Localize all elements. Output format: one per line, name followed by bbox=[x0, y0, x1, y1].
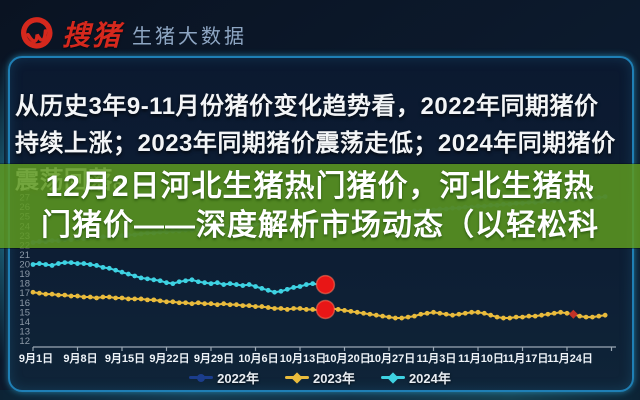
chart-legend: 2022年 2023年 2024年 bbox=[0, 368, 640, 387]
legend-marker-2023 bbox=[285, 371, 310, 384]
legend-item-2023: 2023年 bbox=[285, 368, 355, 387]
headline-line-1: 12月2日河北生猪热门猪价，河北生猪热 bbox=[45, 170, 595, 203]
legend-item-2024: 2024年 bbox=[380, 368, 451, 387]
headline-banner: 12月2日河北生猪热门猪价，河北生猪热 门猪价——深度解析市场动态（以轻松科 bbox=[0, 164, 640, 248]
intro-line-2: 持续上涨；2023年同期猪价震荡走低；2024年同期猪价 bbox=[15, 130, 616, 157]
legend-label-2022: 2022年 bbox=[217, 371, 260, 386]
legend-label-2024: 2024年 bbox=[408, 371, 451, 386]
legend-label-2023: 2023年 bbox=[313, 371, 355, 386]
souzhu-pig-logo-icon bbox=[21, 17, 53, 49]
intro-paragraph: 从历史3年9-11月份猪价变化趋势看，2022年同期猪价 持续上涨；2023年同… bbox=[15, 88, 629, 199]
legend-marker-2022 bbox=[189, 373, 214, 382]
brand-name: 搜猪 bbox=[62, 20, 123, 51]
intro-line-1: 从历史3年9-11月份猪价变化趋势看，2022年同期猪价 bbox=[15, 93, 599, 120]
legend-marker-2024 bbox=[380, 371, 405, 384]
brand-tagline: 生猪大数据 bbox=[132, 25, 248, 48]
headline-line-2: 门猪价——深度解析市场动态（以轻松科 bbox=[41, 209, 599, 242]
legend-item-2022: 2022年 bbox=[189, 368, 259, 387]
logo-bar: 搜猪 生猪大数据 bbox=[18, 12, 247, 56]
bottom-strip bbox=[0, 390, 640, 400]
